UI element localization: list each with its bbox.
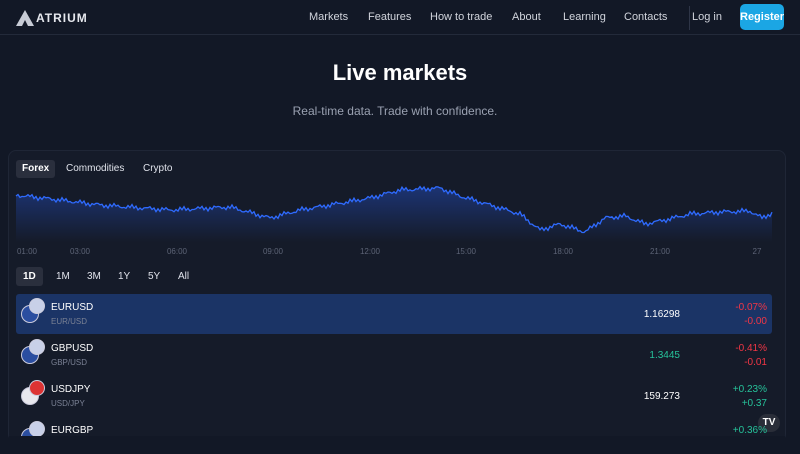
price: 1.3445 — [649, 350, 680, 361]
symbol: GBPUSD — [51, 343, 94, 354]
divider — [689, 6, 690, 30]
change-percent: -0.07% — [735, 302, 767, 313]
register-button[interactable]: Register — [740, 4, 784, 30]
tab[interactable]: Crypto — [143, 163, 173, 174]
row-highlight — [16, 294, 772, 334]
nav-link[interactable]: Contacts — [624, 11, 668, 23]
logo: ATRIUM — [36, 11, 88, 25]
nav-link[interactable]: About — [512, 11, 541, 23]
pair: EUR/USD — [51, 317, 88, 326]
change: -0.00 — [744, 316, 767, 327]
chart-area — [16, 186, 772, 242]
card-bottom — [9, 436, 785, 454]
nav-link[interactable]: Markets — [309, 11, 349, 23]
range-button[interactable]: 1Y — [118, 271, 131, 282]
range-button[interactable]: 1D — [16, 267, 43, 286]
time-label: 01:00 — [16, 247, 38, 256]
flag — [29, 421, 45, 437]
nav-link[interactable]: Features — [368, 11, 412, 23]
logo-icon — [16, 10, 34, 26]
range-button[interactable]: 1M — [56, 271, 70, 282]
pair: GBP/USD — [51, 358, 88, 367]
flag — [29, 339, 45, 355]
time-label: 03:00 — [69, 247, 91, 256]
change: +0.37 — [741, 398, 767, 409]
price-chart — [15, 185, 773, 242]
time-label: 27 — [752, 247, 762, 256]
price: 1.16298 — [643, 309, 680, 320]
nav-link[interactable]: Learning — [563, 11, 606, 23]
change-percent: -0.41% — [735, 343, 767, 354]
range-button[interactable]: All — [178, 271, 190, 282]
subtitle: Real-time data. Trade with confidence. — [292, 104, 498, 118]
title: Live markets — [332, 60, 468, 85]
change-percent: +0.23% — [732, 384, 767, 395]
header — [0, 0, 800, 35]
time-label: 21:00 — [649, 247, 671, 256]
symbol: EURUSD — [51, 302, 94, 313]
price: 159.273 — [643, 391, 680, 402]
pair: USD/JPY — [51, 399, 85, 408]
tab[interactable]: Commodities — [66, 163, 125, 174]
time-label: 15:00 — [455, 247, 477, 256]
range-button[interactable]: 5Y — [148, 271, 161, 282]
nav-link[interactable]: How to trade — [430, 11, 493, 23]
symbol: USDJPY — [51, 384, 91, 395]
symbol: EURGBP — [51, 425, 94, 436]
change-percent: +0.36% — [732, 425, 767, 436]
time-label: 06:00 — [166, 247, 188, 256]
chart-line — [15, 185, 773, 234]
tv-badge: TV — [758, 414, 780, 432]
change: -0.01 — [744, 357, 767, 368]
flag — [29, 298, 45, 314]
time-label: 09:00 — [262, 247, 284, 256]
flag — [29, 380, 45, 396]
time-label: 18:00 — [552, 247, 574, 256]
time-label: 12:00 — [359, 247, 381, 256]
login[interactable]: Log in — [692, 11, 722, 23]
range-button[interactable]: 3M — [87, 271, 101, 282]
tab[interactable]: Forex — [16, 160, 56, 178]
